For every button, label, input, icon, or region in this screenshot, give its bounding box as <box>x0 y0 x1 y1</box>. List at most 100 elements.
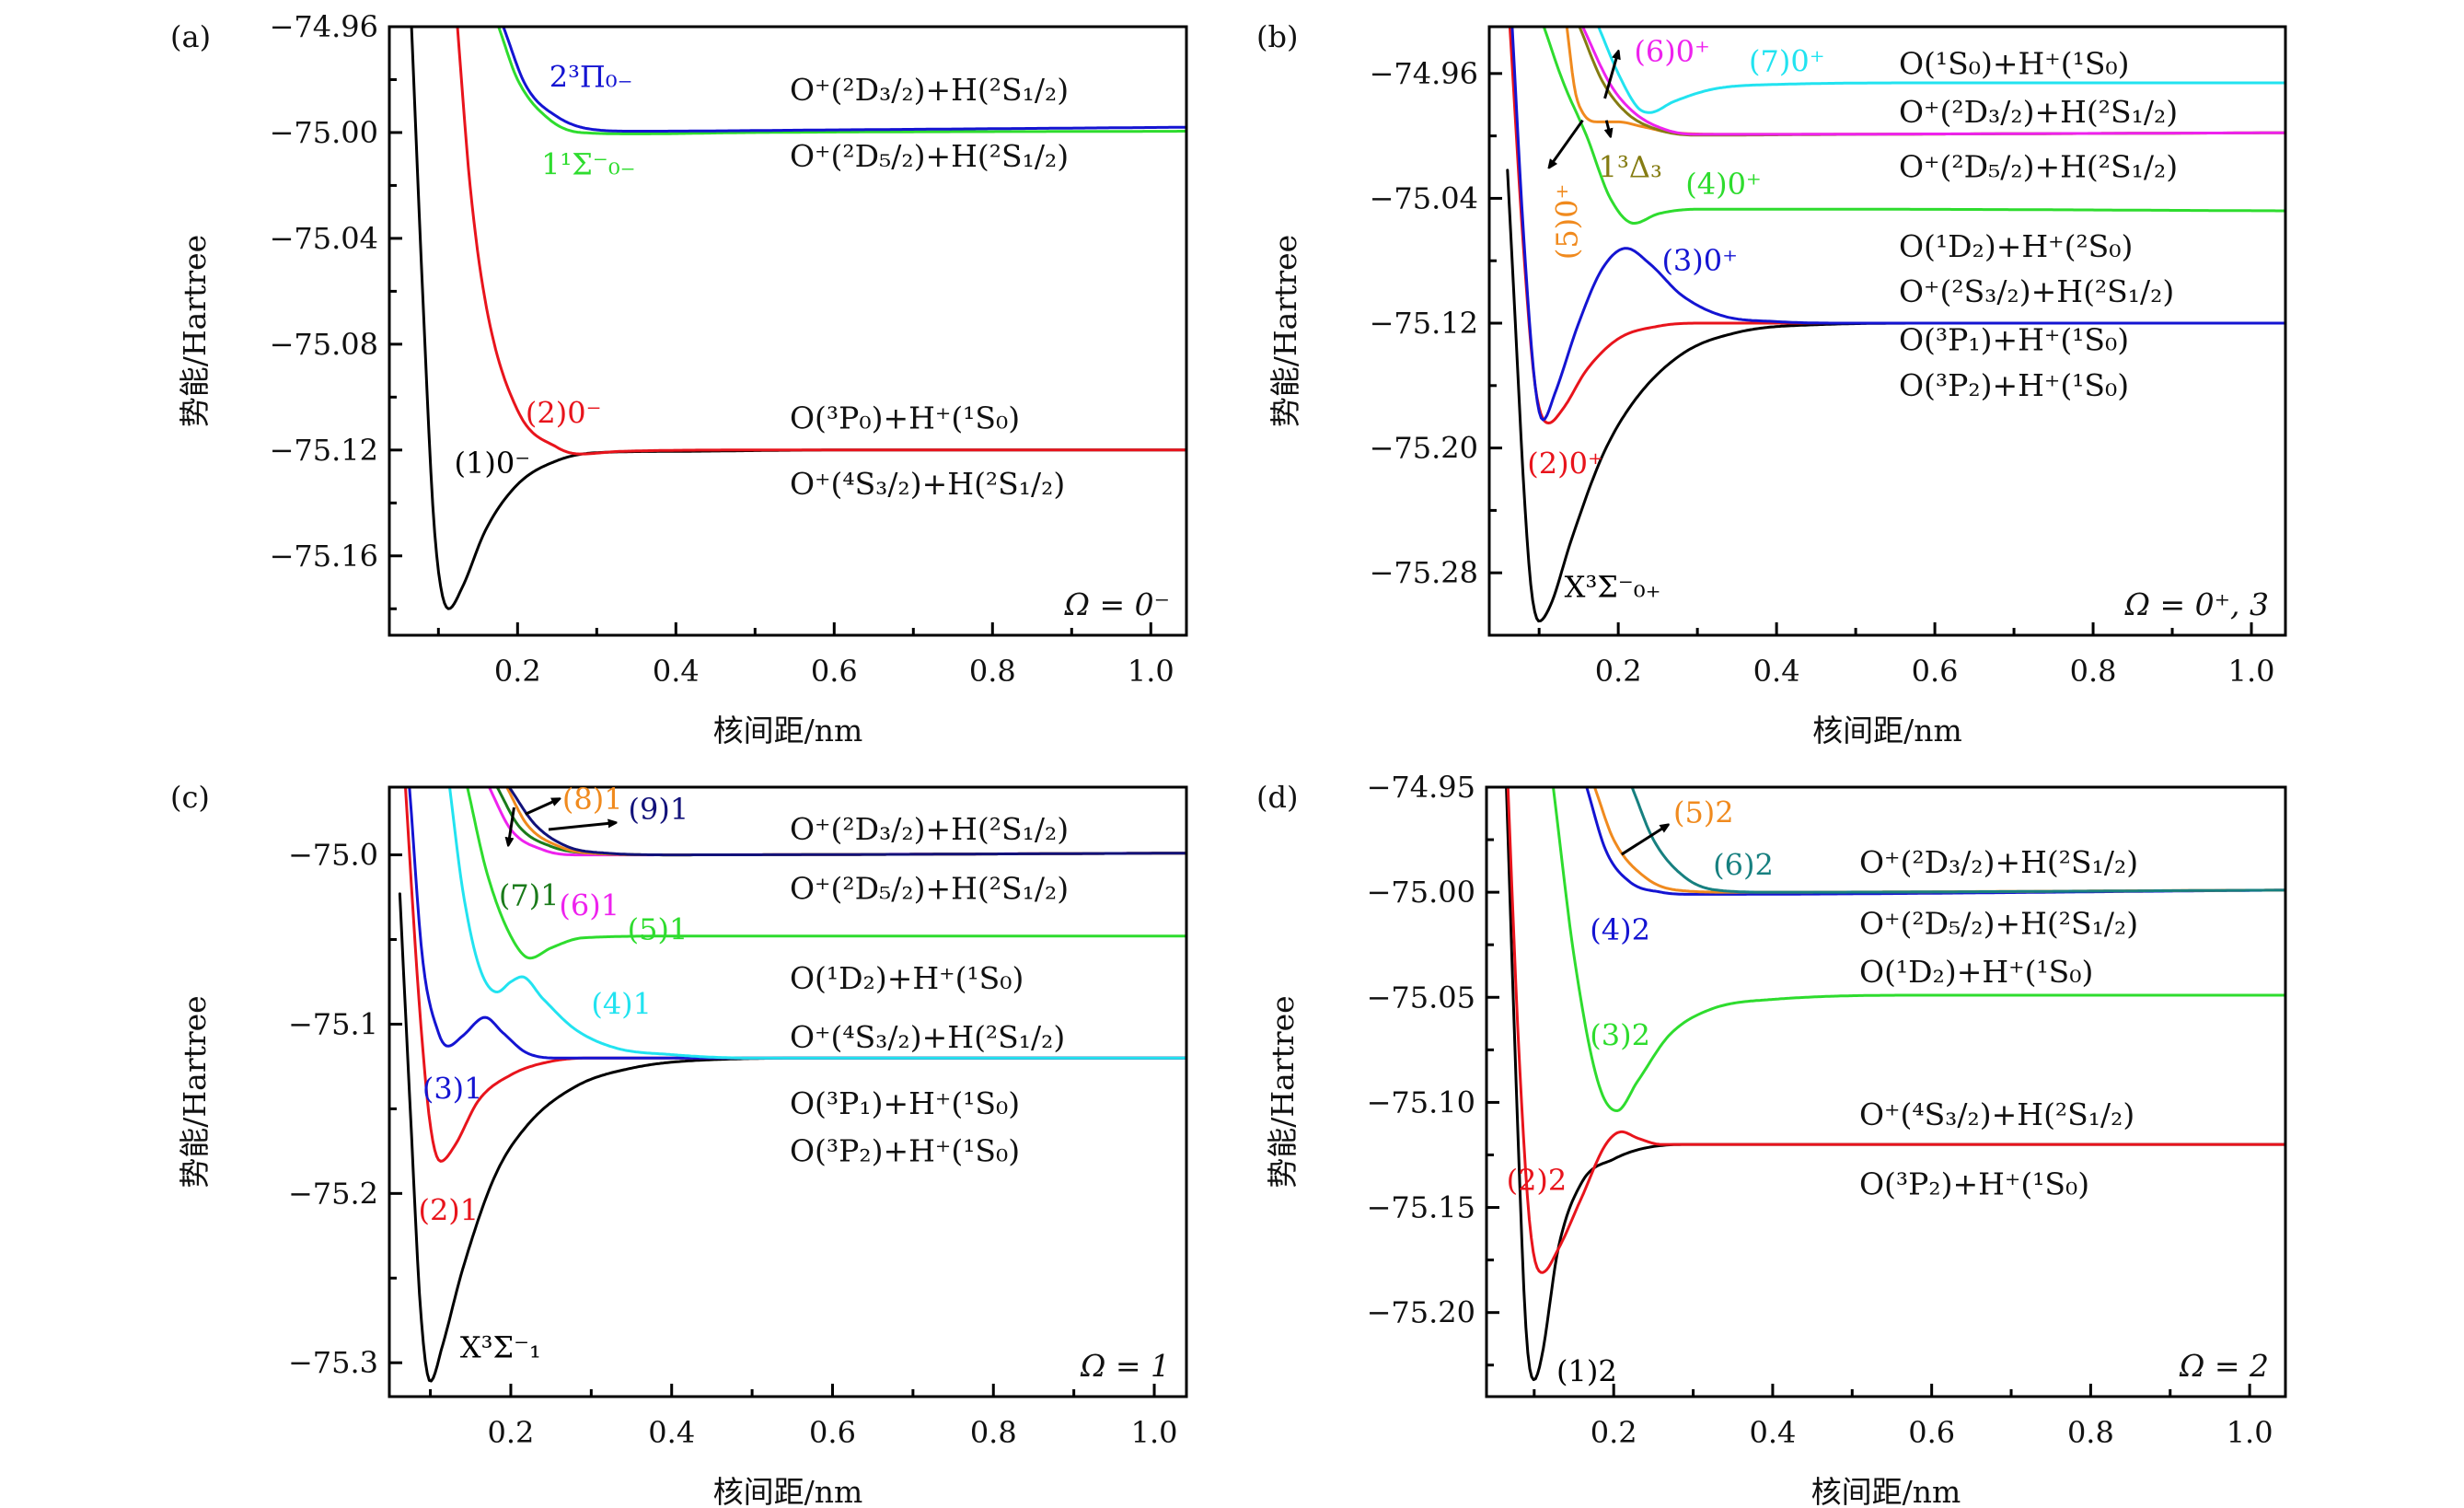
axes-frame <box>388 25 1188 637</box>
curve-label: 1¹Σ⁻₀₋ <box>541 146 635 181</box>
asymptote-label: O(³P₂)+H⁺(¹S₀) <box>1859 1166 2089 1201</box>
y-tick-label: −75.12 <box>270 433 378 468</box>
panel-c: 0.2 0.4 0.6 0.8 1.0 −75.0 −75.1 −75.2 −75.3 核间距/n… <box>170 780 1188 1508</box>
annotation-arrow <box>1606 120 1610 136</box>
asymptote-label: O(¹S₀)+H⁺(¹S₀) <box>1899 46 2130 82</box>
x-tick-label: 1.0 <box>1131 1415 1178 1450</box>
curve-2 <box>1552 787 2285 1112</box>
x-tick-label: 0.2 <box>1591 1415 1637 1450</box>
asymptote-label: O(³P₀)+H⁺(¹S₀) <box>790 400 1020 435</box>
y-axis-title: 势能/Hartree <box>177 995 213 1188</box>
curves <box>410 27 1186 610</box>
y-tick-label: −75.10 <box>1367 1085 1475 1119</box>
curve-1 <box>456 27 1186 456</box>
panel-d: 0.2 0.4 0.6 0.8 1.0 −74.95 −75.00 −75.05 −75.10 −… <box>1256 770 2287 1508</box>
asymptote-label: O⁺(²D₅/₂)+H(²S₁/₂) <box>1859 905 2138 941</box>
panel-letter: (c) <box>170 780 210 815</box>
y-tick-label: −75.12 <box>1370 306 1478 341</box>
y-tick-label: −75.2 <box>288 1176 378 1211</box>
curve-label: 1³Δ₃ <box>1599 150 1662 185</box>
curve-0 <box>410 27 1186 610</box>
axes-frame <box>1485 785 2287 1398</box>
y-tick-label: −75.28 <box>1370 555 1478 590</box>
curve-4 <box>466 787 1186 960</box>
curves <box>1505 787 2285 1382</box>
curve-label: (7)1 <box>499 878 560 913</box>
curve-label: (9)1 <box>629 792 689 827</box>
y-axis-title: 势能/Hartree <box>177 235 213 427</box>
x-tick-label: 0.4 <box>653 654 700 689</box>
curve-label: (6)2 <box>1713 847 1774 882</box>
curve-3 <box>502 27 1186 133</box>
curve-label: (2)0⁺ <box>1527 447 1603 481</box>
curve-7 <box>1597 27 2285 114</box>
curve-label: (2)2 <box>1507 1163 1567 1198</box>
asymptote-label: O⁺(⁴S₃/₂)+H(²S₁/₂) <box>790 466 1065 502</box>
x-tick-label: 0.8 <box>969 654 1016 689</box>
x-tick-label: 0.2 <box>488 1415 535 1450</box>
curve-label: (3)1 <box>422 1071 483 1106</box>
curve-label: 2³Π₀₋ <box>549 60 633 95</box>
curve-label: (3)0⁺ <box>1661 243 1738 278</box>
curve-label: (4)1 <box>591 986 652 1021</box>
x-tick-label: 0.8 <box>970 1415 1017 1450</box>
curve-5 <box>1630 787 2285 894</box>
asymptote-label: O⁺(²D₅/₂)+H(²S₁/₂) <box>790 138 1069 174</box>
y-tick-label: −75.3 <box>288 1345 378 1380</box>
asymptote-label: O⁺(²S₃/₂)+H(²S₁/₂) <box>1899 273 2174 309</box>
omega-label: Ω = 0⁺, 3 <box>2124 586 2269 622</box>
x-tick-label: 1.0 <box>2228 654 2275 689</box>
panel-letter: (a) <box>170 19 211 54</box>
axes-frame <box>388 785 1188 1398</box>
curve-label: (8)1 <box>562 782 623 817</box>
x-axis-title: 核间距/nm <box>1811 1474 1961 1508</box>
curve-label: (2)1 <box>418 1193 479 1228</box>
curves <box>1506 27 2285 623</box>
x-tick-label: 0.2 <box>1595 654 1642 689</box>
y-tick-label: −74.96 <box>270 9 378 44</box>
curve-1 <box>1508 27 2285 424</box>
annotation-arrow <box>548 823 616 831</box>
panel-a: 0.2 0.4 0.6 0.8 1.0 −74.96 −75.00 −75.04 −75.08 −… <box>170 9 1188 748</box>
x-axis-title: 核间距/nm <box>713 713 863 748</box>
y-axis-title: 势能/Hartree <box>1265 995 1301 1188</box>
y-tick-label: −75.20 <box>1370 431 1478 466</box>
y-tick-label: −75.04 <box>270 221 378 256</box>
y-tick-label: −75.05 <box>1367 980 1475 1015</box>
curve-label: X³Σ⁻₀₊ <box>1565 569 1661 604</box>
curve-label: (1)0⁻ <box>455 446 531 481</box>
x-tick-label: 0.6 <box>1908 1415 1955 1450</box>
panel-b: 0.2 0.4 0.6 0.8 1.0 −74.96 −75.04 −75.12 −75.20 −… <box>1256 19 2287 748</box>
y-tick-label: −75.1 <box>288 1006 378 1041</box>
curve-label: X³Σ⁻₁ <box>460 1330 541 1365</box>
asymptote-label: O(¹D₂)+H⁺(²S₀) <box>1899 228 2133 264</box>
curve-label: (7)0⁺ <box>1749 43 1825 78</box>
y-tick-label: −74.96 <box>1370 56 1478 91</box>
asymptote-label: O(³P₁)+H⁺(¹S₀) <box>790 1085 1020 1121</box>
asymptote-label: O(³P₂)+H⁺(¹S₀) <box>1899 367 2129 403</box>
x-tick-label: 1.0 <box>1128 654 1174 689</box>
x-axis-title: 核间距/nm <box>1812 713 1962 748</box>
curve-6 <box>1581 27 2285 136</box>
curves <box>398 787 1186 1383</box>
y-tick-label: −75.0 <box>288 838 378 873</box>
curve-3 <box>448 787 1186 1060</box>
curve-label: (5)2 <box>1673 795 1734 829</box>
asymptote-label: O⁺(²D₃/₂)+H(²S₁/₂) <box>1899 94 2178 130</box>
curve-label: (6)1 <box>559 888 619 923</box>
asymptote-label: O(³P₁)+H⁺(¹S₀) <box>1899 322 2129 358</box>
y-tick-label: −75.15 <box>1367 1190 1475 1225</box>
omega-label: Ω = 0⁻ <box>1064 586 1170 622</box>
y-tick-label: −75.04 <box>1370 180 1478 215</box>
omega-label: Ω = 2 <box>2179 1348 2269 1384</box>
annotation-arrow <box>508 806 515 844</box>
curve-3 <box>1542 27 2285 225</box>
x-tick-label: 0.6 <box>811 654 858 689</box>
y-tick-label: −75.00 <box>270 115 378 150</box>
curve-label: (3)2 <box>1590 1017 1650 1052</box>
x-tick-label: 0.4 <box>1753 654 1800 689</box>
x-tick-label: 0.6 <box>1912 654 1959 689</box>
annotation-arrow <box>525 799 560 816</box>
y-tick-label: −75.20 <box>1367 1295 1475 1330</box>
curve-0 <box>1506 168 2285 623</box>
